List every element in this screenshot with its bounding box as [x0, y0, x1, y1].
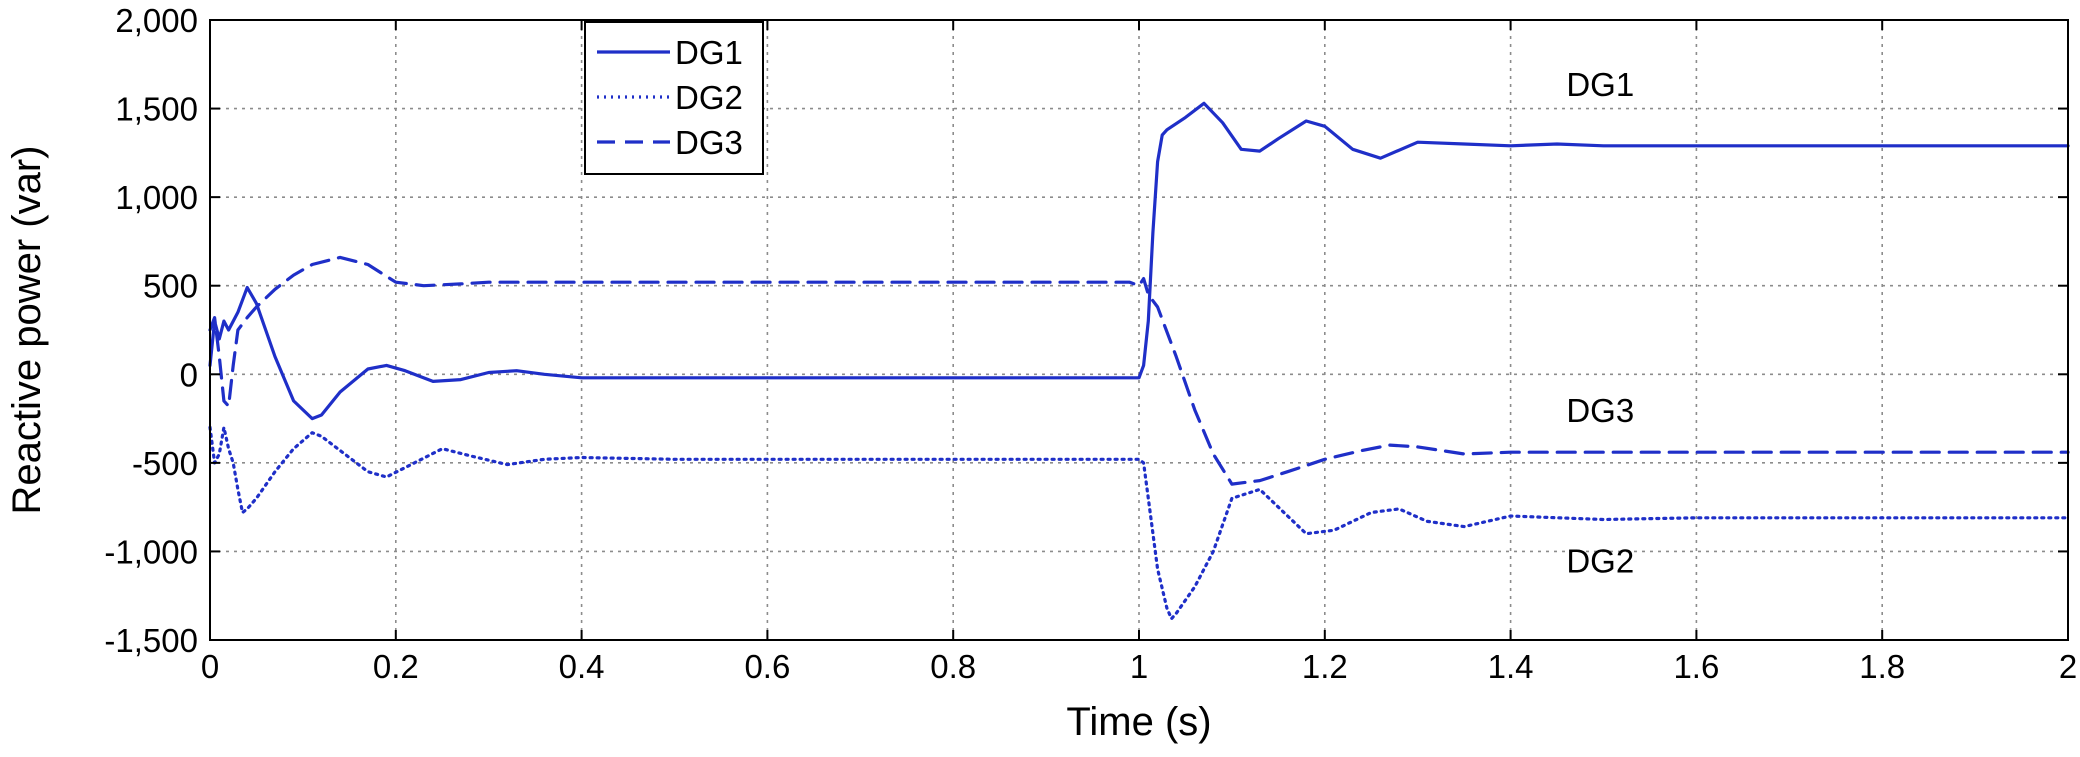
- x-tick-label: 1: [1130, 648, 1148, 685]
- legend-label: DG3: [675, 124, 743, 161]
- legend-label: DG1: [675, 34, 743, 71]
- series-line-dg3: [208, 255, 2070, 486]
- series-line-dg2: [208, 425, 2070, 621]
- x-tick-label: 0.4: [559, 648, 605, 685]
- grid-layer: [210, 20, 2068, 640]
- x-tick-label: 1.6: [1673, 648, 1719, 685]
- series-annotation: DG1: [1566, 66, 1634, 103]
- y-tick-label: 500: [143, 268, 198, 305]
- x-tick-label: 0.6: [744, 648, 790, 685]
- series-annotation: DG3: [1566, 392, 1634, 429]
- x-tick-label: 2: [2059, 648, 2077, 685]
- x-tick-label: 0: [201, 648, 219, 685]
- x-tick-label: 0.8: [930, 648, 976, 685]
- x-tick-label: 0.2: [373, 648, 419, 685]
- tick-layer: 0 0.2 0.4 0.6 0.8 1 1.2 1.4 1.6 1.8 2 -1,500 -1,000 -…: [104, 2, 2077, 685]
- y-axis-title: Reactive power (var): [5, 145, 49, 514]
- legend-box: [584, 21, 764, 175]
- y-tick-label: 0: [180, 356, 198, 393]
- series-line-dg1: [208, 101, 2070, 421]
- plot-frame: [209, 19, 2069, 641]
- x-axis-title: Time (s): [1066, 700, 1211, 744]
- annotation-layer: DG1 DG3 DG2: [1566, 66, 1634, 580]
- y-tick-label: 1,000: [115, 179, 198, 216]
- series-layer: [208, 101, 2070, 621]
- x-tick-label: 1.2: [1302, 648, 1348, 685]
- series-annotation: DG2: [1566, 543, 1634, 580]
- y-tick-label: -1,000: [104, 533, 198, 570]
- y-tick-label: -500: [132, 445, 198, 482]
- legend: DG1 DG2 DG3: [584, 21, 764, 175]
- legend-label: DG2: [675, 79, 743, 116]
- x-tick-label: 1.8: [1859, 648, 1905, 685]
- y-tick-label: 1,500: [115, 91, 198, 128]
- x-tick-label: 1.4: [1488, 648, 1534, 685]
- y-tick-label: -1,500: [104, 622, 198, 659]
- y-tick-label: 2,000: [115, 2, 198, 39]
